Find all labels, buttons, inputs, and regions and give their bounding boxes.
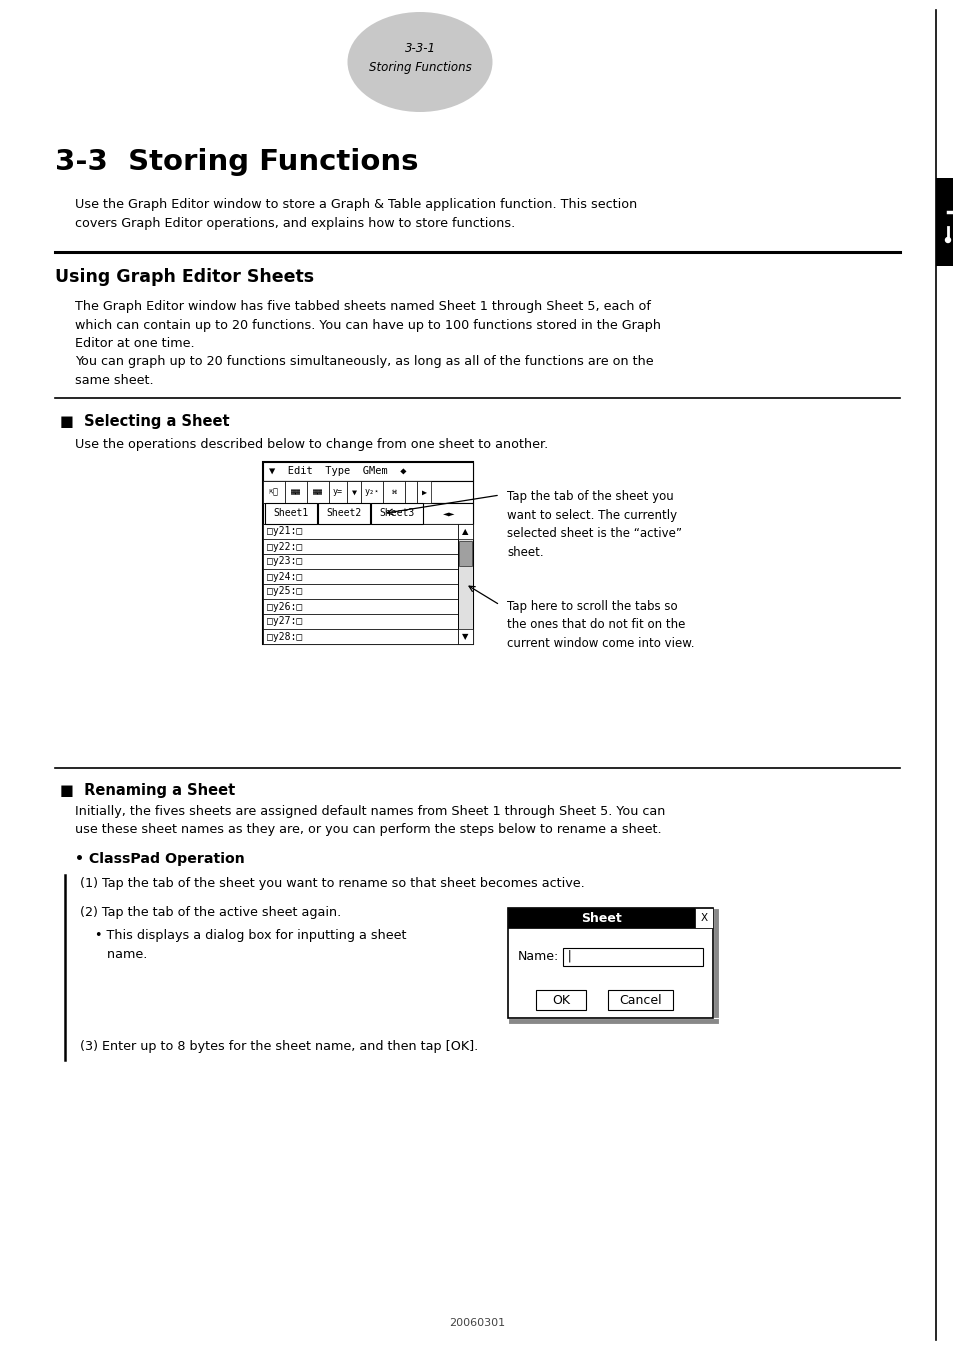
Text: ▶: ▶ xyxy=(421,487,426,497)
FancyBboxPatch shape xyxy=(935,178,953,266)
Text: ▲: ▲ xyxy=(462,526,468,536)
FancyBboxPatch shape xyxy=(457,524,473,539)
FancyBboxPatch shape xyxy=(457,629,473,644)
Text: Sheet3: Sheet3 xyxy=(379,509,415,518)
FancyBboxPatch shape xyxy=(263,504,473,524)
Text: Tap the tab of the sheet you
want to select. The currently
selected sheet is the: Tap the tab of the sheet you want to sel… xyxy=(506,490,681,559)
Text: Use the operations described below to change from one sheet to another.: Use the operations described below to ch… xyxy=(75,437,548,451)
FancyBboxPatch shape xyxy=(536,990,585,1010)
FancyBboxPatch shape xyxy=(695,909,712,927)
Text: 3-3-1: 3-3-1 xyxy=(404,42,435,54)
FancyBboxPatch shape xyxy=(263,481,473,504)
FancyBboxPatch shape xyxy=(263,462,473,481)
Text: □y25:□: □y25:□ xyxy=(267,586,302,597)
Text: □y28:□: □y28:□ xyxy=(267,632,302,641)
FancyBboxPatch shape xyxy=(562,948,702,967)
Text: The Graph Editor window has five tabbed sheets named Sheet 1 through Sheet 5, ea: The Graph Editor window has five tabbed … xyxy=(75,300,660,387)
Text: • ClassPad Operation: • ClassPad Operation xyxy=(75,852,245,865)
FancyBboxPatch shape xyxy=(263,614,457,629)
FancyBboxPatch shape xyxy=(457,524,473,644)
Text: X: X xyxy=(700,913,707,923)
Text: ▦▦: ▦▦ xyxy=(291,487,301,497)
Text: 20060301: 20060301 xyxy=(449,1318,504,1328)
FancyBboxPatch shape xyxy=(360,481,382,504)
Text: Cancel: Cancel xyxy=(618,994,661,1007)
Text: Sheet: Sheet xyxy=(580,911,621,925)
Text: □y27:□: □y27:□ xyxy=(267,617,302,626)
Text: y=: y= xyxy=(333,487,343,497)
FancyBboxPatch shape xyxy=(263,462,473,644)
FancyBboxPatch shape xyxy=(263,629,457,644)
Text: ◄►: ◄► xyxy=(442,509,455,518)
FancyBboxPatch shape xyxy=(263,554,457,568)
FancyBboxPatch shape xyxy=(371,504,422,524)
Text: Using Graph Editor Sheets: Using Graph Editor Sheets xyxy=(55,269,314,286)
Text: |: | xyxy=(565,949,573,963)
Text: □y22:□: □y22:□ xyxy=(267,541,302,552)
Text: Initially, the fives sheets are assigned default names from Sheet 1 through Shee: Initially, the fives sheets are assigned… xyxy=(75,805,664,837)
Text: □y21:□: □y21:□ xyxy=(267,526,302,536)
FancyBboxPatch shape xyxy=(263,568,457,585)
Text: y₂⋆: y₂⋆ xyxy=(364,487,379,497)
Text: (2) Tap the tab of the active sheet again.: (2) Tap the tab of the active sheet agai… xyxy=(80,906,341,919)
Text: ▼: ▼ xyxy=(351,487,356,497)
FancyBboxPatch shape xyxy=(329,481,347,504)
FancyBboxPatch shape xyxy=(263,481,285,504)
Text: ⌘: ⌘ xyxy=(391,487,396,497)
Text: ⇱⼟: ⇱⼟ xyxy=(269,487,278,497)
Ellipse shape xyxy=(347,12,492,112)
FancyBboxPatch shape xyxy=(382,481,405,504)
Text: Storing Functions: Storing Functions xyxy=(368,62,471,74)
FancyBboxPatch shape xyxy=(265,504,316,524)
FancyBboxPatch shape xyxy=(405,481,416,504)
Text: Sheet1: Sheet1 xyxy=(274,509,309,518)
FancyBboxPatch shape xyxy=(458,541,472,566)
Text: ▦▦: ▦▦ xyxy=(313,487,323,497)
Text: □y26:□: □y26:□ xyxy=(267,602,302,612)
FancyBboxPatch shape xyxy=(507,909,712,1018)
FancyBboxPatch shape xyxy=(263,539,457,553)
FancyBboxPatch shape xyxy=(307,481,329,504)
Text: ▼  Edit  Type  GMem  ◆: ▼ Edit Type GMem ◆ xyxy=(269,467,406,477)
FancyBboxPatch shape xyxy=(317,504,370,524)
FancyBboxPatch shape xyxy=(416,481,431,504)
FancyBboxPatch shape xyxy=(263,585,457,599)
Text: Sheet2: Sheet2 xyxy=(326,509,361,518)
FancyBboxPatch shape xyxy=(263,524,457,539)
Text: Use the Graph Editor window to store a Graph & Table application function. This : Use the Graph Editor window to store a G… xyxy=(75,198,637,230)
Text: □y24:□: □y24:□ xyxy=(267,571,302,582)
Text: □y23:□: □y23:□ xyxy=(267,556,302,567)
Text: • This displays a dialog box for inputting a sheet
   name.: • This displays a dialog box for inputti… xyxy=(95,929,406,961)
FancyBboxPatch shape xyxy=(347,481,360,504)
FancyBboxPatch shape xyxy=(507,909,712,927)
Text: (1) Tap the tab of the sheet you want to rename so that sheet becomes active.: (1) Tap the tab of the sheet you want to… xyxy=(80,878,584,890)
Text: OK: OK xyxy=(552,994,569,1007)
Text: ▼: ▼ xyxy=(462,632,468,641)
Text: (3) Enter up to 8 bytes for the sheet name, and then tap [OK].: (3) Enter up to 8 bytes for the sheet na… xyxy=(80,1040,477,1053)
FancyBboxPatch shape xyxy=(285,481,307,504)
Text: 3-3  Storing Functions: 3-3 Storing Functions xyxy=(55,148,418,176)
FancyBboxPatch shape xyxy=(607,990,672,1010)
FancyBboxPatch shape xyxy=(263,599,457,614)
Text: ■  Renaming a Sheet: ■ Renaming a Sheet xyxy=(60,783,235,798)
Text: Name:: Name: xyxy=(517,949,558,963)
Text: ■  Selecting a Sheet: ■ Selecting a Sheet xyxy=(60,414,230,429)
Circle shape xyxy=(944,238,949,243)
Text: Tap here to scroll the tabs so
the ones that do not fit on the
current window co: Tap here to scroll the tabs so the ones … xyxy=(506,599,694,649)
